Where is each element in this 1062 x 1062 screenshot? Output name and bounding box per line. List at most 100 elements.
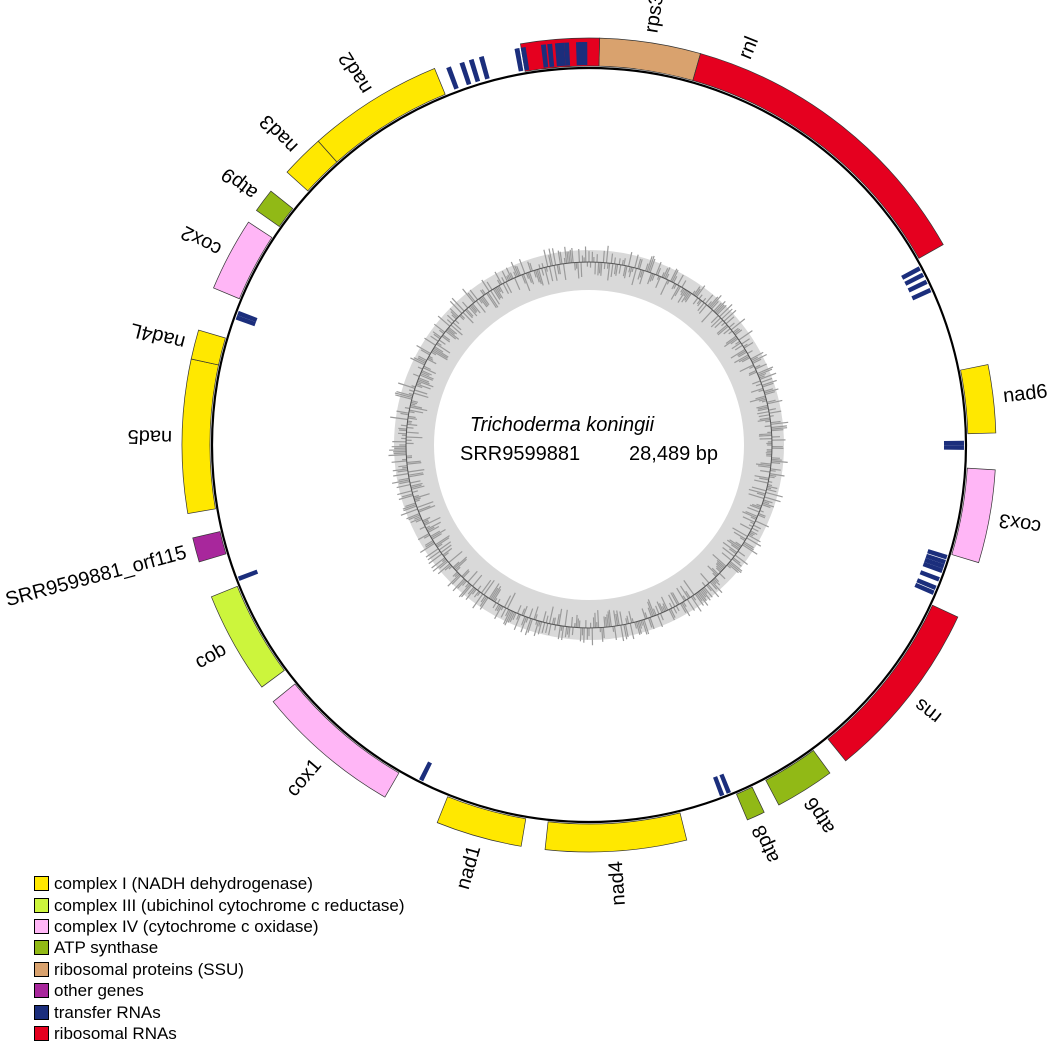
gene-block-rnl xyxy=(692,53,944,259)
legend-item: transfer RNAs xyxy=(34,1001,405,1022)
gene-label-nad5: nad5 xyxy=(127,425,172,448)
trna-mark xyxy=(459,61,472,86)
gene-label-nad1: nad1 xyxy=(452,843,485,892)
legend-item: complex III (ubichinol cytochrome c redu… xyxy=(34,894,405,915)
legend-swatch xyxy=(34,1025,49,1041)
trna-mark xyxy=(540,44,549,68)
trna-mark xyxy=(924,557,945,569)
trna-mark xyxy=(237,569,259,581)
legend-swatch xyxy=(34,983,49,999)
organism-name: Trichoderma koningii xyxy=(470,414,655,436)
gc-content-trace xyxy=(388,245,789,646)
gene-label-cox2: cox2 xyxy=(178,221,226,260)
gene-label-nad2: nad2 xyxy=(335,48,377,97)
gene-block-atp6 xyxy=(765,749,831,806)
trna-mark xyxy=(478,56,490,80)
legend-item: ribosomal proteins (SSU) xyxy=(34,959,405,980)
legend-swatch xyxy=(34,897,49,913)
legend-label: complex I (NADH dehydrogenase) xyxy=(54,874,313,894)
genome-length: 28,489 bp xyxy=(629,443,718,465)
gene-block-nad4L xyxy=(190,329,226,366)
trna-mark xyxy=(237,310,258,323)
gene-label-rns: rns xyxy=(910,694,945,728)
legend-label: ATP synthase xyxy=(54,938,159,958)
trna-mark xyxy=(564,42,571,66)
gene-label-nad3: nad3 xyxy=(255,110,302,157)
trna-mark xyxy=(547,43,555,68)
gc-content-ring xyxy=(388,245,789,646)
legend: complex I (NADH dehydrogenase) complex II… xyxy=(34,873,405,1044)
gene-label-SRR9599881_orf115: SRR9599881_orf115 xyxy=(3,542,189,612)
gene-label-nad4: nad4 xyxy=(605,860,630,906)
trna-mark xyxy=(904,272,925,286)
gene-block-cob xyxy=(210,585,285,688)
gene-block-SRR9599881_orf115 xyxy=(192,531,227,563)
gene-label-atp6: atp6 xyxy=(800,793,839,838)
trna-mark xyxy=(911,288,932,301)
trna-mark xyxy=(916,578,937,591)
gene-label-cox3: cox3 xyxy=(997,509,1042,538)
legend-label: other genes xyxy=(54,981,144,1001)
gene-label-cox1: cox1 xyxy=(282,754,326,800)
trna-mark xyxy=(468,58,481,83)
legend-item: other genes xyxy=(34,980,405,1001)
legend-label: ribosomal proteins (SSU) xyxy=(54,959,244,979)
legend-swatch xyxy=(34,961,49,977)
gene-block-rns xyxy=(827,604,959,762)
trna-mark xyxy=(446,66,459,90)
gene-block-nad6 xyxy=(960,364,997,435)
gene-block-cox1 xyxy=(272,683,400,798)
trna-mark xyxy=(943,440,964,446)
gc-ring-background xyxy=(394,250,784,640)
gene-label-atp8: atp8 xyxy=(748,822,784,867)
trna-track xyxy=(235,42,964,797)
trna-mark xyxy=(235,315,256,327)
gene-label-atp9: atp9 xyxy=(217,163,261,204)
trna-mark xyxy=(943,445,964,450)
gene-label-rps3: rps3 xyxy=(640,0,668,34)
gene-block-nad4 xyxy=(544,812,688,853)
gene-block-nad1 xyxy=(436,796,527,847)
gene-label-rnl: rnl xyxy=(734,33,763,62)
trna-mark xyxy=(907,279,928,293)
gene-label-nad4L: nad4L xyxy=(128,318,187,353)
legend-item: complex I (NADH dehydrogenase) xyxy=(34,873,405,894)
gene-block-nad2 xyxy=(317,67,446,163)
legend-label: complex III (ubichinol cytochrome c redu… xyxy=(54,895,405,915)
legend-label: ribosomal RNAs xyxy=(54,1023,177,1043)
legend-swatch xyxy=(34,918,49,934)
trna-mark xyxy=(419,761,432,782)
trna-mark xyxy=(922,562,944,573)
trna-mark xyxy=(927,549,948,560)
accession-id: SRR9599881 xyxy=(460,443,580,465)
legend-swatch xyxy=(34,1004,49,1020)
trna-mark xyxy=(919,570,940,582)
gc-baseline xyxy=(405,261,773,629)
gene-block-rps3 xyxy=(598,37,701,81)
trna-mark xyxy=(925,553,946,565)
trna-mark xyxy=(719,773,731,794)
legend-item: ATP synthase xyxy=(34,937,405,958)
gene-label-nad6: nad6 xyxy=(1002,380,1049,407)
trna-mark xyxy=(914,582,935,595)
legend-item: complex IV (cytochrome c oxidase) xyxy=(34,916,405,937)
gene-block-atp8 xyxy=(736,786,765,821)
trna-mark xyxy=(582,42,588,66)
trna-mark xyxy=(901,266,921,280)
legend-label: transfer RNAs xyxy=(54,1002,161,1022)
trna-mark xyxy=(520,47,530,71)
gene-track xyxy=(181,37,997,853)
gene-label-cob: cob xyxy=(191,638,230,673)
gene-block-cox3 xyxy=(951,467,996,564)
legend-label: complex IV (cytochrome c oxidase) xyxy=(54,916,319,936)
trna-mark xyxy=(713,776,725,797)
trna-mark xyxy=(559,42,566,67)
legend-swatch xyxy=(34,940,49,956)
trna-mark xyxy=(514,48,524,72)
gene-block-atp9 xyxy=(255,190,294,228)
gene-block-cox2 xyxy=(213,221,273,300)
legend-swatch xyxy=(34,876,49,892)
genome-backbone-circle xyxy=(210,66,968,824)
legend-item: ribosomal RNAs xyxy=(34,1023,405,1044)
